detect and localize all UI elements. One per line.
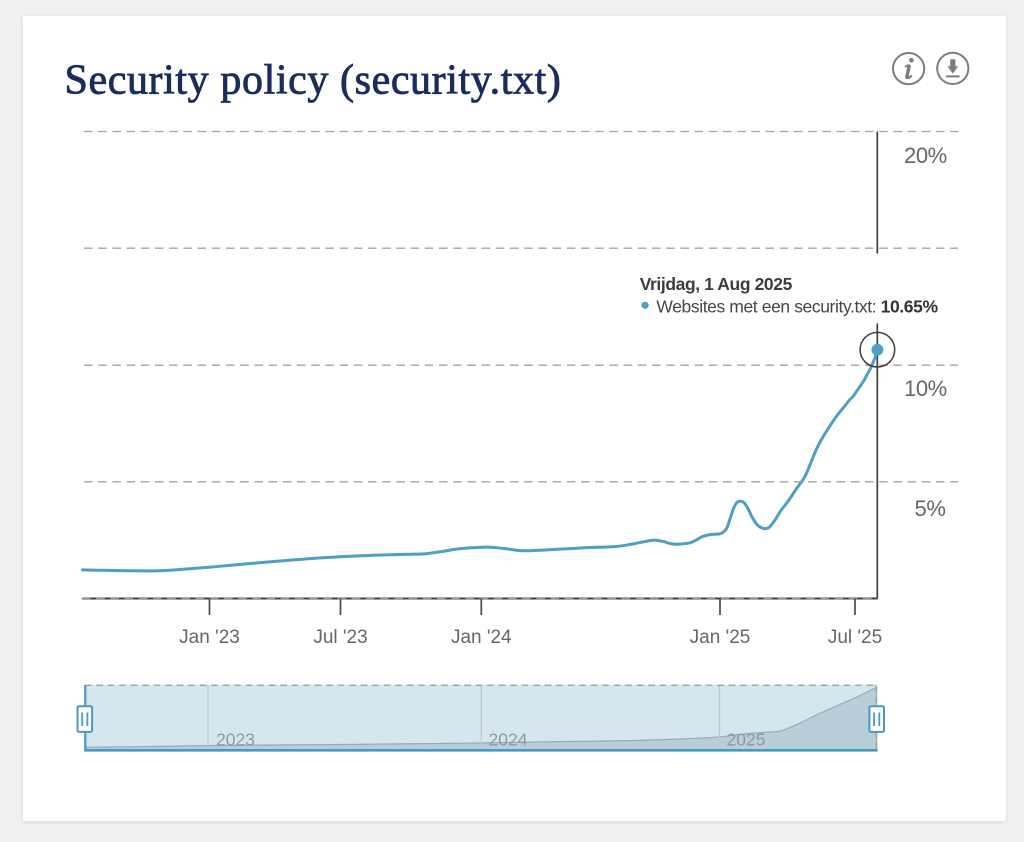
svg-text:5%: 5% bbox=[915, 496, 946, 521]
svg-text:Jan '25: Jan '25 bbox=[690, 627, 751, 648]
svg-text:Security policy (security.txt): Security policy (security.txt) bbox=[65, 57, 562, 103]
svg-text:Jul '25: Jul '25 bbox=[828, 627, 882, 648]
svg-text:2023: 2023 bbox=[216, 730, 255, 750]
svg-text:Websites met een security.txt:: Websites met een security.txt: 10.65% bbox=[656, 297, 938, 317]
svg-text:Jul '23: Jul '23 bbox=[313, 627, 367, 648]
svg-text:Jan '24: Jan '24 bbox=[451, 627, 512, 648]
svg-text:10%: 10% bbox=[904, 376, 947, 401]
svg-text:20%: 20% bbox=[904, 143, 947, 168]
svg-text:2025: 2025 bbox=[727, 730, 766, 750]
svg-text:2024: 2024 bbox=[489, 730, 528, 750]
svg-text:Jan '23: Jan '23 bbox=[179, 627, 240, 648]
svg-text:Vrijdag, 1 Aug 2025: Vrijdag, 1 Aug 2025 bbox=[640, 274, 793, 294]
